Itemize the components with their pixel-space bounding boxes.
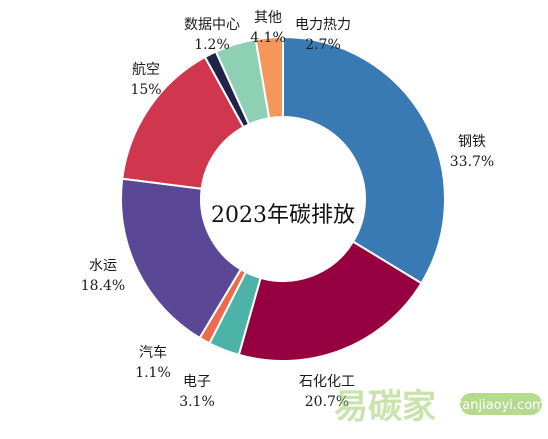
slice-value-1: 33.7% — [450, 154, 494, 170]
slice-labels: 钢铁 33.7% 石化化工 20.7% 电子 3.1% 汽车 1.1% 水运 18.4% 航空 15%… — [81, 10, 494, 410]
slice-1 — [282, 35, 446, 285]
slice-5 — [120, 177, 243, 340]
slice-name-5: 水运 — [89, 258, 117, 274]
slice-name-3: 电子 — [183, 374, 211, 390]
slice-value-6: 15% — [130, 82, 161, 98]
slice-9 — [254, 35, 284, 120]
watermark-url-badge — [460, 393, 542, 415]
slice-2 — [237, 240, 423, 362]
slice-name-6: 航空 — [132, 62, 160, 78]
watermark-url: tanjiaoyi.com — [457, 398, 545, 413]
slice-value-4: 1.1% — [135, 365, 171, 381]
slice-value-8: 4.1% — [250, 30, 286, 46]
center-label: 2023年碳排放 — [211, 203, 355, 228]
watermark-text: 易碳家 — [334, 387, 436, 427]
slice-name-8: 其他 — [254, 10, 282, 26]
slice-value-9: 2.7% — [305, 37, 341, 53]
slice-value-7: 1.2% — [194, 37, 230, 53]
slice-value-2: 20.7% — [305, 394, 349, 410]
slice-name-7: 数据中心 — [184, 17, 240, 33]
slice-name-4: 汽车 — [139, 344, 167, 361]
watermark: 易碳家 tanjiaoyi.com — [334, 387, 545, 427]
slice-value-3: 3.1% — [179, 394, 215, 410]
slice-value-5: 18.4% — [81, 278, 125, 294]
slice-name-1: 钢铁 — [458, 134, 486, 150]
slice-name-2: 石化化工 — [299, 374, 355, 390]
donut-slices — [120, 35, 446, 362]
slice-name-9: 电力热力 — [295, 17, 351, 33]
